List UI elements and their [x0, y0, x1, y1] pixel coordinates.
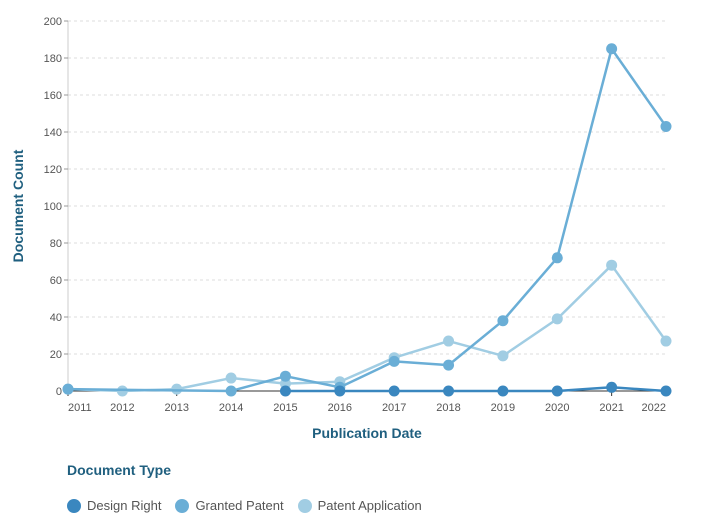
series-line-granted-patent: [67, 47, 668, 393]
y-tick-label: 160: [44, 90, 62, 102]
data-point-granted-patent[interactable]: [497, 315, 509, 327]
data-point-granted-patent[interactable]: [225, 385, 237, 397]
data-point-patent-application[interactable]: [497, 350, 509, 362]
y-tick-label: 100: [44, 201, 62, 213]
y-tick-label: 80: [50, 238, 62, 250]
legend-swatch-design-right: [67, 498, 81, 513]
x-tick-label: 2017: [382, 402, 406, 414]
data-point-patent-application[interactable]: [660, 335, 672, 347]
x-tick-label: 2015: [273, 402, 297, 414]
legend-item-design-right[interactable]: Design Right: [67, 498, 161, 513]
y-axis-title: Document Count: [10, 149, 26, 262]
data-point-design-right[interactable]: [388, 385, 400, 397]
data-point-design-right[interactable]: [443, 385, 455, 397]
data-point-patent-application[interactable]: [443, 335, 455, 347]
y-tick-label: 40: [50, 312, 62, 324]
legend-label: Granted Patent: [195, 498, 284, 513]
x-tick-label: 2011: [68, 402, 92, 414]
legend-label: Design Right: [87, 498, 162, 513]
y-tick-labels: 0 20 40 60 80 100 120 140 160 180 200: [44, 16, 68, 398]
data-point-design-right[interactable]: [660, 385, 672, 397]
y-tick-label: 180: [44, 53, 62, 65]
axes: [67, 21, 666, 392]
data-point-granted-patent[interactable]: [62, 383, 74, 395]
legend: Design Right Granted Patent Patent Appli…: [67, 498, 436, 513]
x-tick-label: 2020: [545, 402, 569, 414]
data-point-granted-patent[interactable]: [660, 120, 672, 132]
data-point-design-right[interactable]: [551, 385, 563, 397]
y-tick-label: 120: [44, 164, 62, 176]
series-line-design-right: [285, 386, 667, 393]
x-tick-labels: 2011 2012 2013 2014 2015 2016 2017 2018 2019 2020…: [67, 391, 667, 414]
y-tick-label: 200: [44, 16, 62, 28]
legend-title: Document Type: [67, 462, 171, 478]
x-tick-label: 2016: [328, 402, 352, 414]
x-axis-title: Publication Date: [312, 425, 422, 441]
data-point-patent-application[interactable]: [225, 372, 237, 384]
y-tick-label: 60: [50, 275, 62, 287]
x-tick-label: 2021: [599, 402, 623, 414]
legend-item-patent-application[interactable]: Patent Application: [297, 498, 422, 513]
data-point-design-right[interactable]: [497, 385, 509, 397]
data-point-design-right[interactable]: [606, 381, 618, 393]
x-tick-label: 2012: [110, 402, 134, 414]
data-point-granted-patent[interactable]: [606, 43, 618, 55]
data-point-granted-patent[interactable]: [279, 370, 291, 382]
x-tick-label: 2013: [164, 402, 188, 414]
legend-swatch-patent-application: [297, 498, 312, 513]
data-point-granted-patent[interactable]: [388, 355, 400, 367]
x-tick-label: 2018: [436, 402, 460, 414]
data-point-granted-patent[interactable]: [443, 359, 455, 371]
gridlines: [68, 20, 666, 355]
legend-label: Patent Application: [317, 498, 422, 513]
data-point-granted-patent[interactable]: [551, 252, 563, 264]
x-tick-label: 2022: [642, 402, 666, 414]
y-tick-label: 0: [56, 386, 62, 398]
x-tick-label: 2019: [491, 402, 515, 414]
x-tick-label: 2014: [219, 402, 243, 414]
y-tick-label: 140: [44, 127, 62, 139]
y-tick-label: 20: [50, 349, 62, 361]
legend-swatch-granted-patent: [175, 498, 190, 513]
data-point-design-right[interactable]: [334, 385, 346, 397]
series: [62, 43, 672, 397]
data-point-patent-application[interactable]: [606, 259, 618, 271]
data-point-patent-application[interactable]: [551, 313, 563, 325]
series-line-patent-application: [67, 263, 668, 393]
legend-item-granted-patent[interactable]: Granted Patent: [175, 498, 284, 513]
data-point-design-right[interactable]: [279, 385, 291, 397]
